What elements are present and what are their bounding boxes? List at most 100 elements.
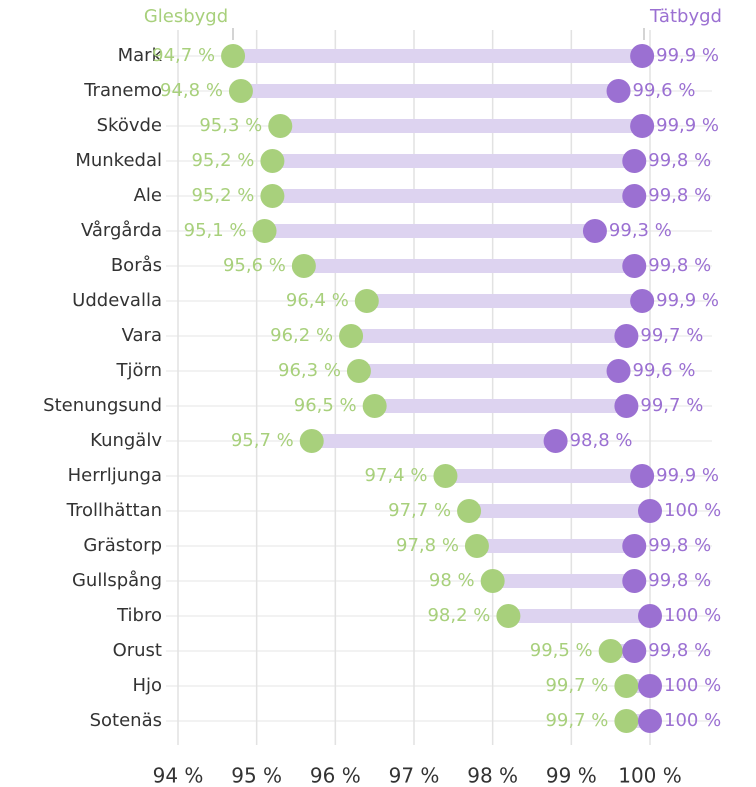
- value-label: 96,2 %: [270, 325, 333, 346]
- range-bar: [469, 504, 650, 518]
- dot: [622, 149, 647, 173]
- dot: [622, 254, 647, 278]
- category-label: Vårgårda: [81, 220, 162, 241]
- value-label: 95,3 %: [199, 115, 262, 136]
- value-label: 94,7 %: [152, 45, 215, 66]
- x-tick-label: 95 %: [231, 764, 282, 787]
- dot: [457, 499, 482, 523]
- range-bar: [240, 84, 619, 98]
- dot: [543, 429, 568, 453]
- value-label: 97,7 %: [388, 500, 451, 521]
- value-label: 99,8 %: [648, 185, 711, 206]
- range-bar: [280, 119, 643, 133]
- category-label: Uddevalla: [72, 290, 162, 311]
- dot: [480, 569, 505, 593]
- dot: [433, 464, 458, 488]
- dot: [354, 289, 379, 313]
- value-label: 99,3 %: [609, 220, 672, 241]
- range-bar: [374, 399, 627, 413]
- value-label: 99,8 %: [648, 150, 711, 171]
- value-label: 96,5 %: [294, 395, 357, 416]
- category-label: Gullspång: [72, 570, 162, 591]
- dot: [630, 289, 655, 313]
- range-bar: [272, 154, 635, 168]
- range-bar: [358, 364, 619, 378]
- dot: [299, 429, 324, 453]
- dot: [260, 184, 285, 208]
- category-label: Tjörn: [115, 360, 162, 381]
- value-label: 95,2 %: [191, 185, 254, 206]
- value-label: 98,8 %: [570, 430, 633, 451]
- value-label: 99,9 %: [656, 465, 719, 486]
- value-label: 96,3 %: [278, 360, 341, 381]
- value-label: 100 %: [664, 710, 721, 731]
- value-label: 99,6 %: [633, 80, 696, 101]
- dot: [638, 674, 662, 698]
- dot: [598, 639, 623, 663]
- dot: [614, 709, 639, 733]
- range-bar: [272, 189, 635, 203]
- dot: [622, 534, 647, 558]
- dot: [606, 79, 631, 103]
- range-bar: [508, 609, 650, 623]
- range-bar: [311, 434, 556, 448]
- range-bar: [233, 49, 643, 63]
- value-label: 99,5 %: [530, 640, 593, 661]
- x-tick-label: 100 %: [618, 764, 682, 787]
- category-label: Sotenäs: [90, 710, 162, 731]
- dot: [346, 359, 371, 383]
- value-label: 95,1 %: [184, 220, 247, 241]
- value-label: 97,4 %: [365, 465, 428, 486]
- x-tick-label: 97 %: [389, 764, 440, 787]
- value-label: 99,8 %: [648, 255, 711, 276]
- x-tick-label: 98 %: [467, 764, 518, 787]
- dot: [221, 44, 246, 68]
- category-label: Kungälv: [90, 430, 162, 451]
- category-label: Orust: [113, 640, 162, 661]
- range-bar: [492, 574, 635, 588]
- dot: [622, 184, 647, 208]
- dot: [630, 114, 655, 138]
- dot: [582, 219, 607, 243]
- dot: [260, 149, 285, 173]
- category-label: Hjo: [132, 675, 162, 696]
- value-label: 99,6 %: [633, 360, 696, 381]
- value-label: 95,2 %: [191, 150, 254, 171]
- dot: [622, 569, 647, 593]
- category-label: Munkedal: [75, 150, 162, 171]
- value-label: 98,2 %: [427, 605, 490, 626]
- value-label: 99,7 %: [640, 395, 703, 416]
- value-label: 99,9 %: [656, 45, 719, 66]
- category-label: Borås: [111, 255, 162, 276]
- dot: [638, 604, 662, 628]
- x-tick-label: 94 %: [153, 764, 204, 787]
- value-label: 99,8 %: [648, 570, 711, 591]
- value-label: 100 %: [664, 500, 721, 521]
- dot: [362, 394, 387, 418]
- range-bar: [476, 539, 635, 553]
- value-label: 100 %: [664, 675, 721, 696]
- dot: [496, 604, 521, 628]
- value-label: 98 %: [429, 570, 475, 591]
- dot: [339, 324, 364, 348]
- dot: [630, 464, 655, 488]
- value-label: 99,7 %: [545, 710, 608, 731]
- x-tick-label: 96 %: [310, 764, 361, 787]
- dot: [268, 114, 293, 138]
- category-label: Mark: [118, 45, 163, 66]
- value-label: 95,6 %: [223, 255, 286, 276]
- value-label: 99,7 %: [545, 675, 608, 696]
- dot: [614, 674, 639, 698]
- x-tick-label: 99 %: [546, 764, 597, 787]
- dot: [622, 639, 647, 663]
- dot: [630, 44, 655, 68]
- range-bar: [264, 224, 595, 238]
- dot: [614, 324, 639, 348]
- dot: [638, 709, 662, 733]
- dot: [606, 359, 631, 383]
- category-label: Skövde: [97, 115, 162, 136]
- dot: [638, 499, 662, 523]
- legend-label: Tätbygd: [649, 6, 722, 27]
- dot: [614, 394, 639, 418]
